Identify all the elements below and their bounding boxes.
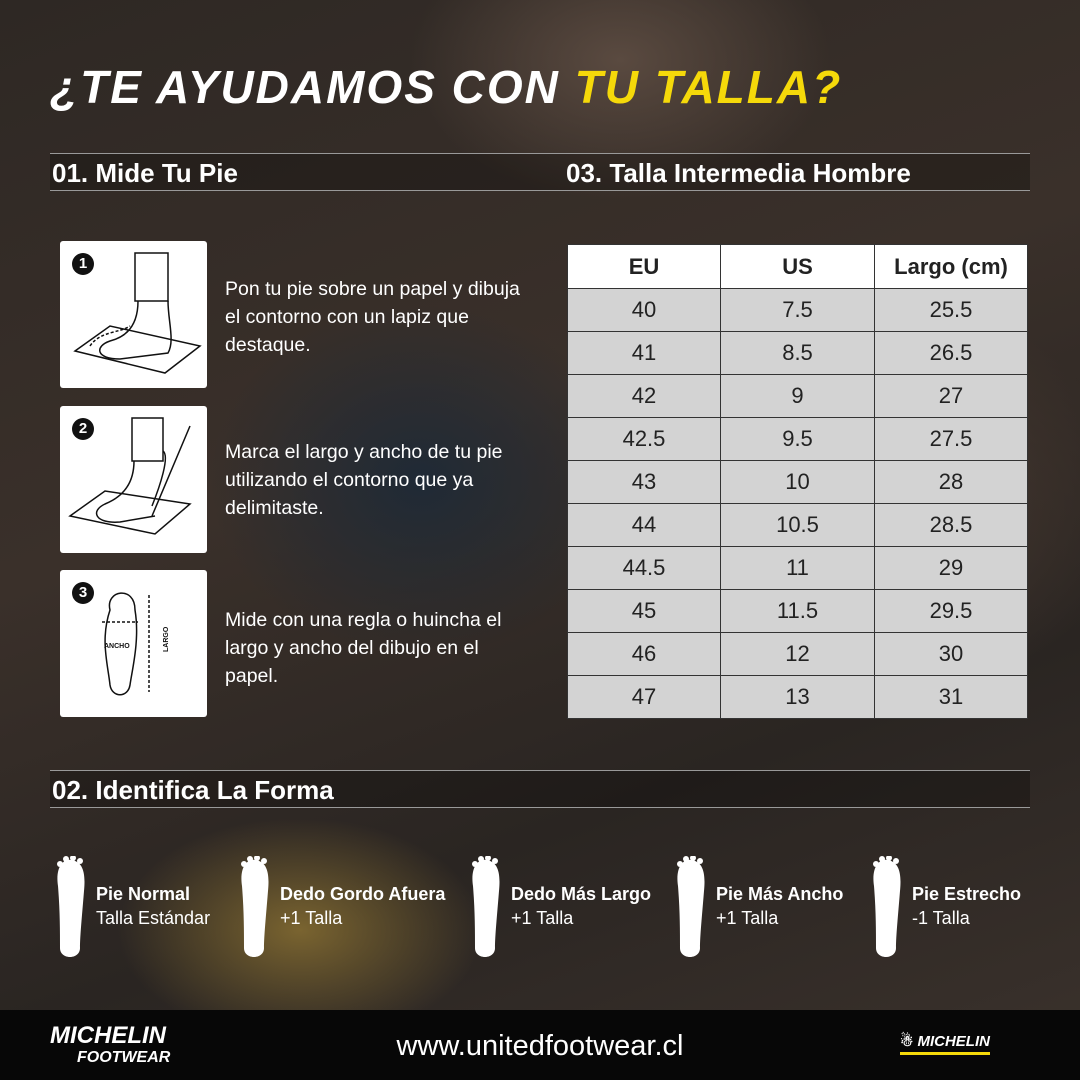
logo-sub: FOOTWEAR [77, 1049, 171, 1066]
foot-shape-item: Pie Normal Talla Estándar [50, 856, 210, 961]
shape-size: -1 Talla [912, 908, 970, 928]
ancho-label: ANCHO [104, 643, 130, 650]
shape-name: Pie Normal [96, 884, 191, 904]
footer [0, 1010, 1080, 1080]
table-cell: 31 [874, 675, 1028, 719]
foot-silhouette-icon [873, 856, 901, 957]
step3-text: Mide con una regla o huincha el largo y … [225, 609, 502, 687]
table-cell: 47 [567, 675, 721, 719]
marking-foot-icon [68, 417, 192, 535]
table-cell: 8.5 [720, 331, 875, 375]
table-cell: 44.5 [567, 546, 721, 590]
table-cell: 28 [874, 460, 1028, 504]
table-cell: 7.5 [720, 288, 875, 332]
table-cell: 9.5 [720, 417, 875, 461]
foot-shape-item: Pie Más Ancho +1 Talla [670, 856, 843, 961]
shape-size: +1 Talla [511, 908, 574, 928]
table-cell: 43 [567, 460, 721, 504]
table-cell: 41 [567, 331, 721, 375]
shape-size: +1 Talla [280, 908, 343, 928]
title-highlight: TU TALLA? [574, 61, 843, 113]
table-row: 46 12 30 [567, 632, 1028, 676]
foot-silhouette-icon [241, 856, 269, 957]
column-header: EU [567, 244, 721, 289]
table-row: 42.5 9.5 27.5 [567, 417, 1028, 461]
shape-size: +1 Talla [716, 908, 779, 928]
logo-text: MICHELIN [917, 1032, 990, 1050]
table-cell: 9 [720, 374, 875, 418]
table-cell: 11 [720, 546, 875, 590]
largo-label: LARGO [163, 626, 170, 652]
shape-name: Pie Estrecho [912, 884, 1022, 904]
table-header-row: EU US Largo (cm) [567, 244, 1028, 289]
table-cell: 45 [567, 589, 721, 633]
shape-name: Pie Más Ancho [716, 884, 844, 904]
table-row: 44.5 11 29 [567, 546, 1028, 590]
table-cell: 29.5 [874, 589, 1028, 633]
step-number: 2 [72, 418, 94, 440]
step-number: 1 [72, 253, 94, 275]
step-number: 3 [72, 582, 94, 604]
table-cell: 10.5 [720, 503, 875, 547]
column-header: US [720, 244, 875, 289]
foot-shape-item: Dedo Más Largo +1 Talla [465, 856, 651, 961]
step2-text: Marca el largo y ancho de tu pie utiliza… [225, 441, 503, 519]
title-white: ¿TE AYUDAMOS CON [50, 61, 575, 113]
shape-size: Talla Estándar [96, 908, 211, 928]
section-headers-bar: 01. Mide Tu Pie 03. Talla Intermedia Hom… [50, 153, 1030, 191]
table-cell: 29 [874, 546, 1028, 590]
foot-measure-icon: ANCHO LARGO [102, 592, 170, 696]
table-cell: 40 [567, 288, 721, 332]
table-cell: 28.5 [874, 503, 1028, 547]
michelin-footwear-logo: MICHELIN FOOTWEAR [50, 1022, 171, 1069]
bibendum-icon: ☃ [900, 1033, 914, 1050]
table-row: 43 10 28 [567, 460, 1028, 504]
table-cell: 11.5 [720, 589, 875, 633]
table-row: 42 9 27 [567, 374, 1028, 418]
table-cell: 42.5 [567, 417, 721, 461]
size-table: EU US Largo (cm) 40 7.5 25.5 41 8.5 26.5 42 9 27… [567, 244, 1028, 719]
table-cell: 13 [720, 675, 875, 719]
step2-card: 2 [60, 406, 207, 553]
table-cell: 25.5 [874, 288, 1028, 332]
table-cell: 44 [567, 503, 721, 547]
foot-silhouette-icon [57, 856, 85, 957]
shape-name: Dedo Más Largo [511, 884, 652, 904]
section2-heading: 02. Identifica La Forma [50, 770, 1030, 808]
foot-on-paper-icon [73, 252, 202, 374]
foot-silhouette-icon [677, 856, 705, 957]
shape-name: Dedo Gordo Afuera [280, 884, 446, 904]
foot-silhouette-icon [472, 856, 500, 957]
table-cell: 27.5 [874, 417, 1028, 461]
step1-text: Pon tu pie sobre un papel y dibuja el co… [225, 278, 520, 356]
table-cell: 12 [720, 632, 875, 676]
step1-card: 1 [60, 241, 207, 388]
table-row: 44 10.5 28.5 [567, 503, 1028, 547]
section3-heading: 03. Talla Intermedia Hombre [566, 158, 911, 188]
column-header: Largo (cm) [874, 244, 1028, 289]
table-row: 40 7.5 25.5 [567, 288, 1028, 332]
page-title: ¿TE AYUDAMOS CON TU TALLA? [50, 60, 842, 114]
table-cell: 10 [720, 460, 875, 504]
table-cell: 30 [874, 632, 1028, 676]
michelin-logo: ☃ MICHELIN [900, 1032, 990, 1055]
table-cell: 46 [567, 632, 721, 676]
table-cell: 27 [874, 374, 1028, 418]
table-cell: 42 [567, 374, 721, 418]
foot-shape-item: Pie Estrecho -1 Talla [866, 856, 1021, 961]
website-link[interactable]: www.unitedfootwear.cl [396, 1030, 684, 1062]
table-cell: 26.5 [874, 331, 1028, 375]
section1-heading: 01. Mide Tu Pie [52, 158, 238, 188]
table-row: 41 8.5 26.5 [567, 331, 1028, 375]
step3-card: 3 ANCHO LARGO [60, 570, 207, 717]
foot-shape-item: Dedo Gordo Afuera +1 Talla [234, 856, 445, 961]
table-row: 45 11.5 29.5 [567, 589, 1028, 633]
logo-main: MICHELIN [50, 1022, 166, 1049]
table-row: 47 13 31 [567, 675, 1028, 719]
